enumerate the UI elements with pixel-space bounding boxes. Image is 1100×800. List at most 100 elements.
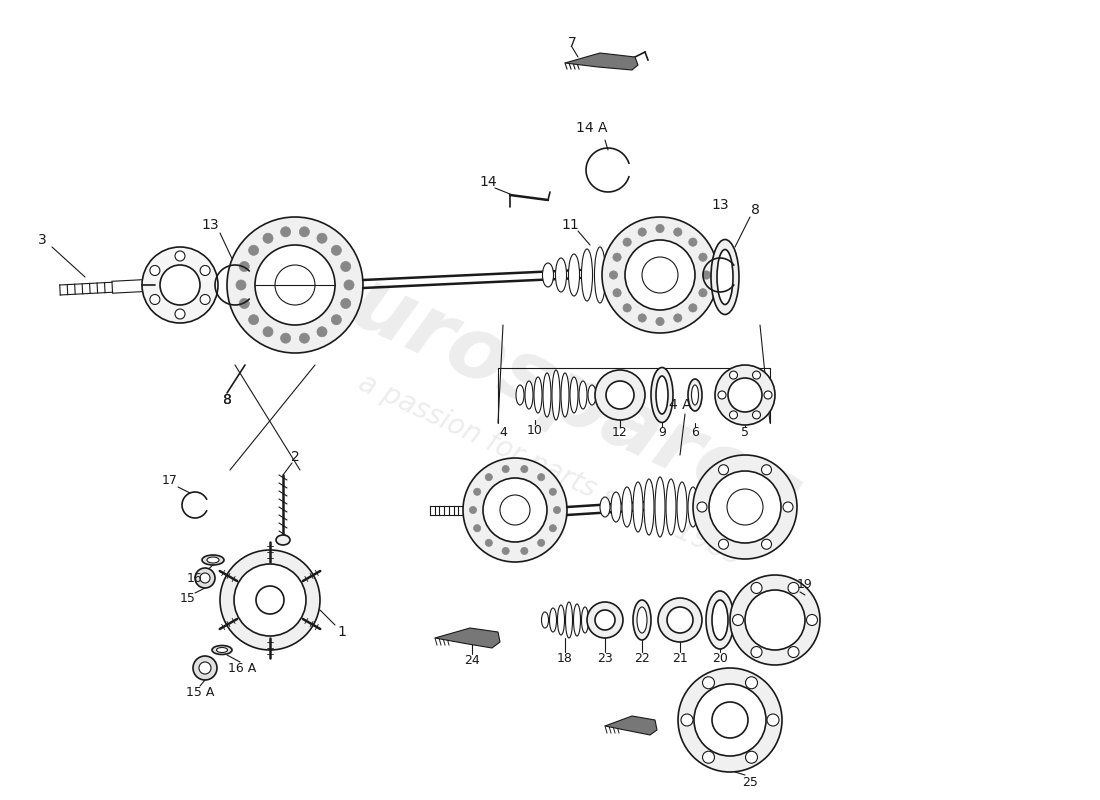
Text: 15: 15: [180, 591, 196, 605]
Circle shape: [200, 294, 210, 305]
Ellipse shape: [600, 497, 610, 517]
Circle shape: [703, 677, 715, 689]
Circle shape: [199, 662, 211, 674]
Circle shape: [595, 610, 615, 630]
Circle shape: [729, 371, 737, 379]
Circle shape: [538, 539, 544, 546]
Circle shape: [752, 411, 760, 419]
Ellipse shape: [582, 249, 593, 301]
Circle shape: [718, 465, 728, 474]
Circle shape: [192, 656, 217, 680]
Circle shape: [703, 271, 711, 279]
Circle shape: [788, 646, 799, 658]
Circle shape: [752, 371, 760, 379]
Circle shape: [249, 314, 258, 325]
Circle shape: [256, 586, 284, 614]
Text: 4: 4: [499, 426, 507, 438]
Circle shape: [697, 502, 707, 512]
Ellipse shape: [550, 608, 557, 632]
Ellipse shape: [516, 385, 524, 405]
Ellipse shape: [542, 263, 553, 287]
Circle shape: [142, 247, 218, 323]
Circle shape: [255, 245, 336, 325]
Circle shape: [175, 251, 185, 261]
Text: 6: 6: [691, 426, 698, 438]
Circle shape: [751, 646, 762, 658]
Circle shape: [764, 391, 772, 399]
Ellipse shape: [561, 373, 569, 417]
Ellipse shape: [207, 557, 219, 563]
Circle shape: [331, 246, 341, 255]
Circle shape: [642, 257, 678, 293]
Circle shape: [673, 228, 682, 236]
Circle shape: [502, 466, 509, 473]
Circle shape: [613, 289, 621, 297]
Circle shape: [806, 614, 817, 626]
Circle shape: [698, 253, 707, 262]
Ellipse shape: [582, 607, 588, 633]
Circle shape: [341, 262, 351, 271]
Ellipse shape: [276, 535, 290, 545]
Ellipse shape: [666, 479, 676, 535]
Circle shape: [715, 365, 775, 425]
Ellipse shape: [594, 247, 605, 303]
Ellipse shape: [647, 262, 658, 288]
Circle shape: [150, 266, 160, 275]
Circle shape: [485, 474, 493, 481]
Ellipse shape: [588, 385, 596, 405]
Ellipse shape: [706, 591, 734, 649]
Circle shape: [609, 271, 617, 279]
Circle shape: [656, 224, 664, 233]
Circle shape: [689, 238, 697, 246]
Text: 17: 17: [162, 474, 178, 486]
Ellipse shape: [556, 258, 566, 292]
Ellipse shape: [688, 379, 702, 411]
Ellipse shape: [656, 376, 668, 414]
Text: 11: 11: [561, 218, 579, 232]
Circle shape: [761, 539, 771, 550]
Ellipse shape: [632, 600, 651, 640]
Text: 2: 2: [290, 450, 299, 464]
Ellipse shape: [620, 254, 631, 296]
Circle shape: [587, 602, 623, 638]
Ellipse shape: [590, 610, 596, 630]
Circle shape: [299, 333, 309, 343]
Text: 14 A: 14 A: [576, 121, 607, 135]
Circle shape: [280, 226, 290, 237]
Text: 1: 1: [338, 625, 346, 639]
Text: 14: 14: [480, 175, 497, 189]
Circle shape: [200, 266, 210, 275]
Circle shape: [656, 318, 664, 326]
Text: 5: 5: [741, 426, 749, 438]
Ellipse shape: [570, 377, 578, 413]
Ellipse shape: [688, 487, 698, 527]
Circle shape: [150, 294, 160, 305]
Ellipse shape: [525, 381, 533, 409]
Text: 18: 18: [557, 651, 573, 665]
Circle shape: [341, 298, 351, 309]
Ellipse shape: [607, 250, 618, 300]
Circle shape: [761, 465, 771, 474]
Ellipse shape: [610, 492, 621, 522]
Polygon shape: [434, 628, 500, 648]
Circle shape: [520, 547, 528, 554]
Circle shape: [331, 314, 341, 325]
Circle shape: [694, 684, 766, 756]
Text: 7: 7: [568, 36, 576, 50]
Circle shape: [728, 378, 762, 412]
Circle shape: [538, 474, 544, 481]
Circle shape: [520, 466, 528, 473]
Ellipse shape: [651, 367, 673, 422]
Text: 8: 8: [750, 203, 759, 217]
Circle shape: [693, 455, 798, 559]
Circle shape: [344, 280, 354, 290]
Circle shape: [249, 246, 258, 255]
Ellipse shape: [654, 477, 666, 537]
Text: 3: 3: [37, 233, 46, 247]
Circle shape: [638, 314, 647, 322]
Text: 10: 10: [527, 423, 543, 437]
Ellipse shape: [543, 373, 551, 417]
Circle shape: [602, 217, 718, 333]
Circle shape: [595, 370, 645, 420]
Ellipse shape: [634, 258, 645, 292]
